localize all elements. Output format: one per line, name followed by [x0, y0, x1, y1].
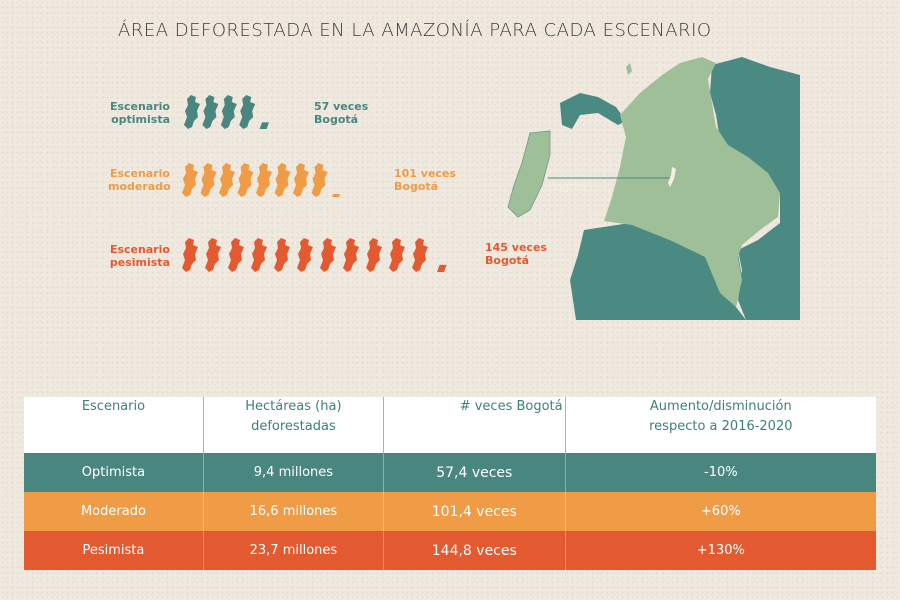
- neighbor-peru-brazil: [570, 223, 746, 320]
- scenario-label-line1: Escenario: [109, 243, 170, 256]
- pictograph-icon: [311, 163, 328, 197]
- cell-cambio: -10%: [704, 465, 738, 480]
- scenario-value-line1: 57 veces: [314, 100, 369, 113]
- pictograph-icon: [389, 238, 405, 272]
- bogota-label: Bogotá: [548, 180, 588, 193]
- cell-hectareas: 23,7 millones: [203, 531, 384, 570]
- colombia-map: [507, 57, 800, 320]
- scenario-value-moderado: 101 veces Bogotá: [394, 167, 456, 193]
- cell-veces: 57,4 veces: [383, 453, 566, 492]
- scenario-label-line2: pesimista: [109, 256, 170, 269]
- pictograph-icon: [184, 95, 200, 129]
- pictograph-icon: [274, 238, 290, 272]
- island-san-andres: [626, 63, 632, 75]
- pictograph-icon: [205, 238, 221, 272]
- chart-title: ÁREA DEFORESTADA EN LA AMAZONÍA PARA CAD…: [118, 20, 712, 41]
- scenario-label-line2: optimista: [111, 113, 170, 126]
- scenario-value-line2: Bogotá: [485, 254, 530, 267]
- pictograph-icon: [274, 163, 291, 197]
- pictograph-icon: [200, 163, 217, 197]
- scenario-value-line1: 101 veces: [394, 167, 456, 180]
- header-veces: # veces Bogotá: [383, 397, 566, 453]
- pictograph-icon: [237, 163, 254, 197]
- pictograph-icon: [343, 238, 359, 272]
- header-line1: Hectáreas (ha): [245, 399, 342, 414]
- header-escenario: Escenario: [24, 397, 204, 453]
- cell-escenario: Optimista: [24, 453, 204, 492]
- pictograph-icon: [182, 163, 198, 197]
- bogota-marker: [668, 167, 676, 187]
- scenario-label-line2: moderado: [108, 180, 171, 193]
- pictograph-icon: [251, 238, 267, 272]
- cell-hectareas: 16,6 millones: [203, 492, 384, 531]
- header-line1: Aumento/disminución: [649, 399, 792, 414]
- cell-veces: 144,8 veces: [383, 531, 566, 570]
- table-row: Moderado 16,6 millones 101,4 veces +60%: [24, 492, 876, 531]
- scenario-value-line2: Bogotá: [394, 180, 439, 193]
- table-row: Pesimista 23,7 millones 144,8 veces +130…: [24, 531, 876, 570]
- cell-cambio: +60%: [700, 504, 741, 519]
- cell-escenario: Moderado: [24, 492, 204, 531]
- scenario-label-line1: Escenario: [109, 100, 170, 113]
- cell-cambio: +130%: [696, 543, 745, 558]
- neighbor-venezuela: [710, 57, 800, 320]
- pictograph-icon: [228, 238, 244, 272]
- pictograph-icon: [366, 238, 382, 272]
- header-line1: # veces Bogotá: [459, 399, 563, 414]
- header-line1: Escenario: [81, 399, 146, 414]
- header-line2: respecto a 2016-2020: [649, 419, 793, 434]
- cell-hectareas: 9,4 millones: [203, 453, 384, 492]
- header-cambio: Aumento/disminución respecto a 2016-2020: [565, 397, 876, 453]
- colombia-shape: [604, 57, 780, 307]
- pictograph-icon: [182, 238, 198, 272]
- scenario-value-line1: 145 veces: [485, 241, 547, 254]
- header-line2: deforestadas: [251, 419, 336, 434]
- scenario-table: Escenario Hectáreas (ha) deforestadas # …: [24, 397, 876, 570]
- scenario-label-line1: Escenario: [109, 167, 170, 180]
- pictograph-icon: [239, 95, 256, 129]
- pictograph-partial-icon: [332, 194, 341, 197]
- pictograph-icon: [412, 238, 428, 272]
- scenario-value-pesimista: 145 veces Bogotá: [485, 241, 547, 267]
- table-header-row: Escenario Hectáreas (ha) deforestadas # …: [24, 397, 876, 453]
- pictograph-icon: [220, 95, 237, 129]
- scenario-label-pesimista: Escenario pesimista: [108, 243, 170, 269]
- scenario-value-optimista: 57 veces Bogotá: [314, 100, 368, 126]
- scenario-label-optimista: Escenario optimista: [108, 100, 170, 126]
- pictograph-chart: [182, 95, 447, 272]
- pictograph-icon: [256, 163, 272, 197]
- pictograph-partial-icon: [259, 122, 270, 129]
- pictograph-partial-icon: [437, 264, 447, 272]
- cell-veces: 101,4 veces: [383, 492, 566, 531]
- scenario-value-line2: Bogotá: [314, 113, 359, 126]
- scenario-label-moderado: Escenario moderado: [108, 167, 171, 193]
- header-hectareas: Hectáreas (ha) deforestadas: [203, 397, 384, 453]
- pictograph-icon: [293, 163, 309, 197]
- island-outline: [507, 130, 551, 218]
- pictograph-icon: [202, 95, 219, 129]
- pictograph-icon: [297, 238, 313, 272]
- neighbor-panama: [560, 93, 626, 129]
- pictograph-icon: [320, 238, 336, 272]
- cell-escenario: Pesimista: [24, 531, 204, 570]
- table-row: Optimista 9,4 millones 57,4 veces -10%: [24, 453, 876, 492]
- pictograph-icon: [219, 163, 235, 197]
